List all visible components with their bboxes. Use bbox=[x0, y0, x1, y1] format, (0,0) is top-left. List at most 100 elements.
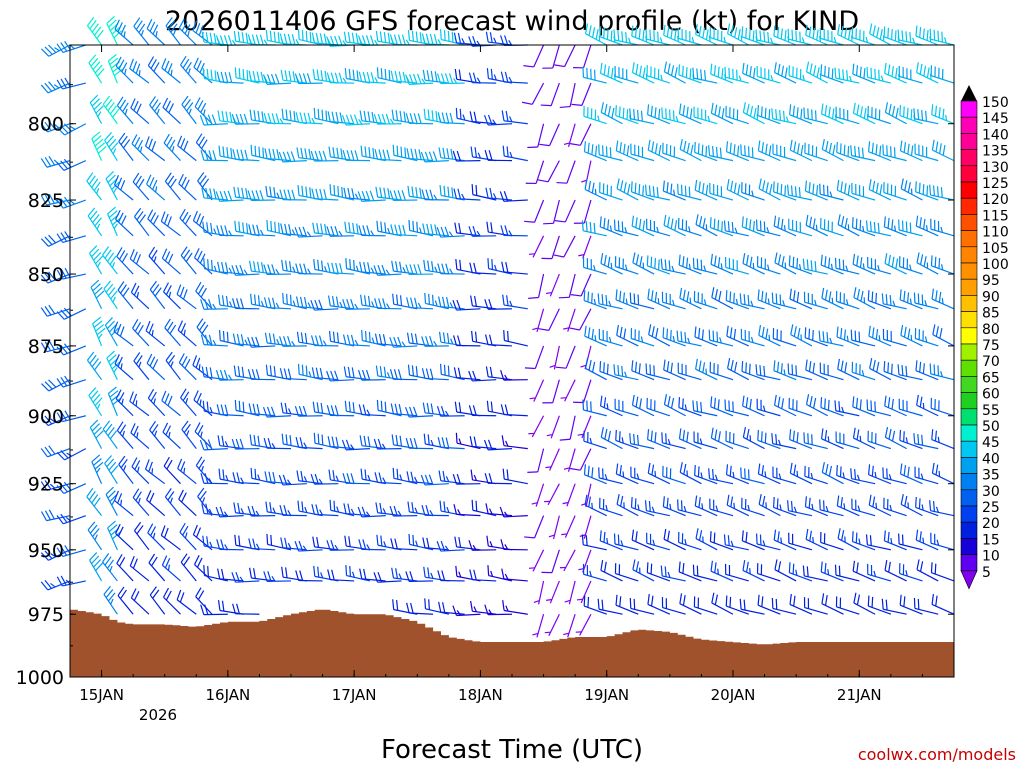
wind-barb bbox=[757, 289, 781, 310]
wind-barb bbox=[421, 505, 449, 517]
wind-barb bbox=[329, 184, 355, 201]
wind-barb bbox=[678, 428, 702, 450]
wind-barb bbox=[741, 530, 765, 551]
wind-barb bbox=[116, 421, 134, 449]
y-tick-label: 925 bbox=[28, 474, 64, 496]
wind-barb bbox=[373, 571, 402, 583]
wind-barb bbox=[56, 41, 86, 53]
wind-barb bbox=[725, 430, 749, 450]
wind-barb bbox=[217, 294, 244, 310]
wind-barb bbox=[851, 531, 876, 551]
wind-barb bbox=[615, 594, 639, 615]
wind-barb bbox=[262, 73, 292, 85]
wind-barb bbox=[820, 64, 844, 84]
wind-barb bbox=[897, 29, 923, 46]
wind-barb bbox=[662, 327, 686, 347]
wind-barb bbox=[579, 515, 592, 539]
wind-barb bbox=[196, 318, 213, 347]
wind-barb bbox=[294, 226, 323, 238]
wind-barb bbox=[327, 569, 355, 582]
wind-barb bbox=[232, 149, 260, 162]
wind-barb bbox=[821, 139, 844, 162]
wind-barb bbox=[279, 336, 307, 347]
wind-barb bbox=[405, 73, 434, 85]
wind-barb bbox=[787, 363, 813, 381]
wind-barb bbox=[118, 455, 134, 485]
wind-barb bbox=[546, 273, 560, 297]
wind-barb bbox=[501, 261, 528, 275]
wind-barb bbox=[559, 415, 576, 441]
wind-barb bbox=[104, 132, 119, 161]
wind-barb bbox=[145, 320, 166, 347]
wind-barb bbox=[521, 82, 545, 105]
wind-barb bbox=[468, 370, 497, 382]
colorbar-swatch bbox=[960, 408, 978, 426]
wind-barb bbox=[86, 487, 103, 517]
colorbar-legend: 1501451401351301251201151101051009590858… bbox=[960, 85, 1009, 590]
wind-barb bbox=[40, 509, 71, 522]
wind-barb bbox=[326, 405, 355, 417]
wind-barb bbox=[374, 149, 402, 162]
wind-barb bbox=[499, 506, 528, 518]
wind-barb bbox=[160, 525, 181, 551]
wind-barb bbox=[630, 181, 655, 201]
wind-barb bbox=[344, 400, 371, 417]
wind-barb bbox=[202, 221, 228, 237]
wind-barb bbox=[613, 364, 639, 381]
wind-barb bbox=[247, 505, 276, 517]
wind-barb bbox=[115, 389, 134, 417]
wind-barb bbox=[40, 445, 71, 458]
wind-barb bbox=[662, 465, 686, 485]
wind-barb bbox=[501, 435, 528, 450]
wind-barb bbox=[868, 325, 892, 347]
wind-barb bbox=[453, 367, 481, 381]
y-axis: 800 825 850 875 900 925 950 975 1000 bbox=[16, 44, 954, 689]
wind-barb bbox=[218, 330, 244, 347]
wind-barb bbox=[469, 436, 497, 450]
wind-barb bbox=[851, 361, 876, 381]
wind-barb bbox=[663, 214, 686, 237]
wind-barb bbox=[439, 500, 465, 517]
wind-barb bbox=[180, 246, 197, 275]
colorbar-swatch bbox=[960, 230, 978, 248]
wind-barb bbox=[819, 499, 844, 517]
wind-barb bbox=[836, 326, 860, 347]
wind-barb bbox=[790, 324, 813, 347]
colorbar-swatch bbox=[960, 262, 978, 280]
wind-barb bbox=[899, 289, 923, 310]
wind-barb bbox=[600, 560, 623, 582]
wind-barb bbox=[573, 44, 592, 69]
wind-barb bbox=[421, 33, 449, 46]
wind-barb bbox=[294, 405, 323, 417]
x-axis: 2026 15JAN 16JAN 17JAN 18JAN 19JAN 20JAN 21JAN bbox=[69, 45, 955, 724]
colorbar-swatch bbox=[960, 554, 978, 572]
wind-barb bbox=[615, 429, 639, 450]
wind-barb bbox=[578, 549, 592, 573]
wind-barb bbox=[582, 399, 607, 417]
wind-barb bbox=[265, 501, 292, 517]
wind-barb bbox=[559, 549, 576, 572]
y-tick-label: 825 bbox=[28, 190, 64, 212]
wind-barb bbox=[180, 553, 197, 582]
wind-barb bbox=[630, 466, 655, 485]
wind-barb bbox=[740, 467, 765, 485]
wind-barb bbox=[868, 494, 892, 517]
wind-barb bbox=[708, 329, 734, 347]
wind-barb bbox=[486, 400, 513, 417]
wind-barb bbox=[803, 432, 828, 450]
wind-barb bbox=[788, 397, 813, 417]
wind-barb bbox=[391, 260, 418, 275]
wind-barb bbox=[836, 179, 860, 201]
wind-barb bbox=[130, 423, 150, 450]
wind-barb bbox=[311, 188, 339, 201]
wind-barb bbox=[584, 494, 607, 517]
wind-barb bbox=[484, 334, 513, 347]
wind-barb bbox=[248, 224, 276, 237]
wind-barb bbox=[468, 540, 497, 551]
wind-barb bbox=[615, 463, 639, 485]
wind-barb bbox=[248, 538, 276, 551]
wind-barb bbox=[134, 521, 150, 551]
wind-barb bbox=[755, 533, 781, 551]
wind-barb bbox=[215, 369, 244, 381]
wind-barb bbox=[678, 103, 702, 125]
